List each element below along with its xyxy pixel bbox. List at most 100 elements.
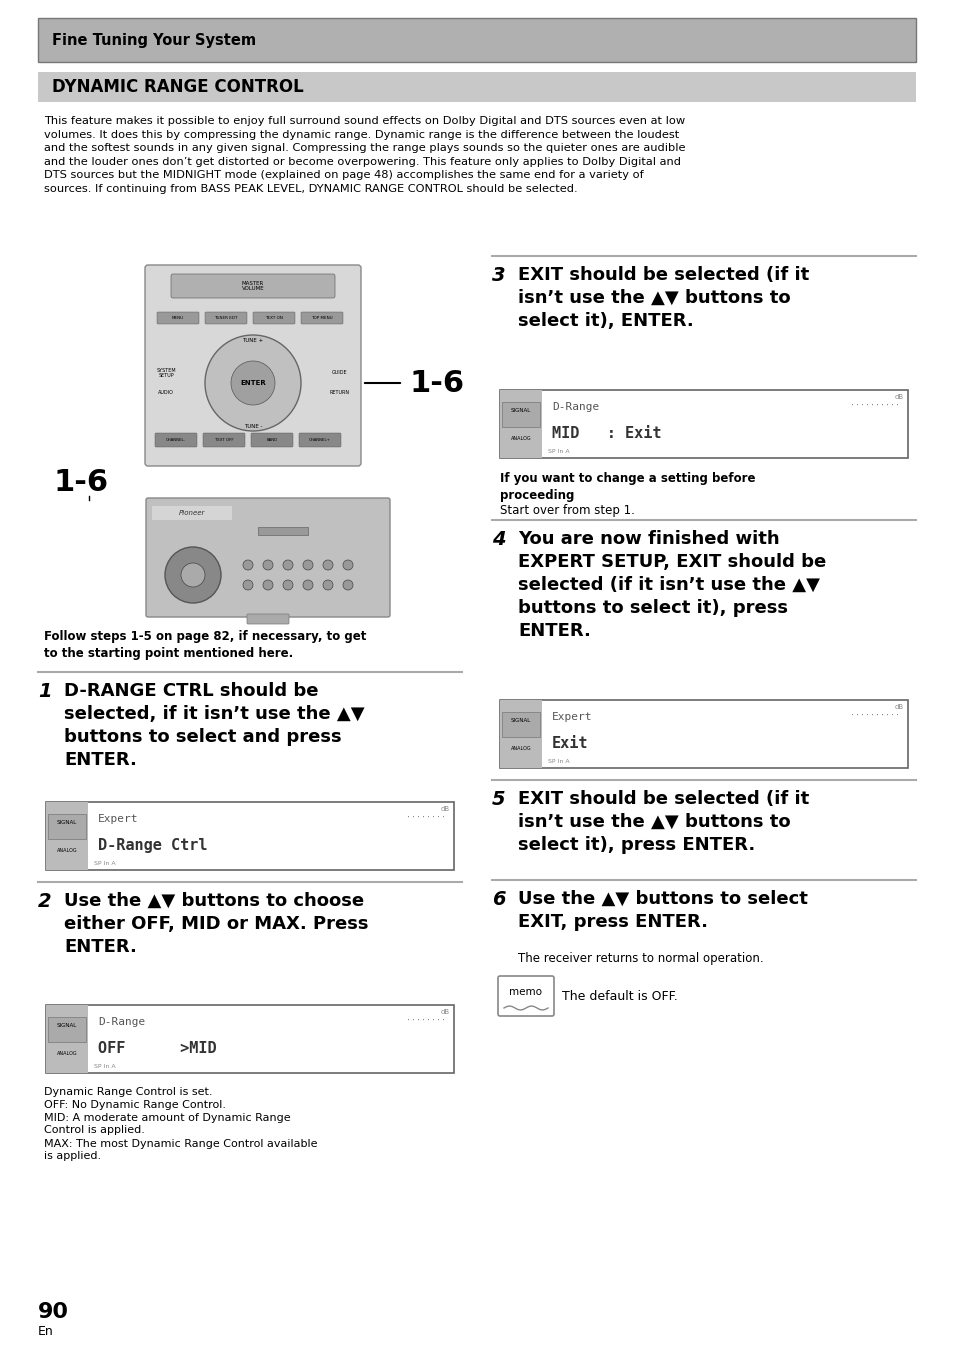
Bar — [38, 18, 915, 62]
Bar — [501, 712, 539, 737]
Text: memo: memo — [509, 987, 542, 998]
FancyBboxPatch shape — [146, 497, 390, 617]
Text: OFF: No Dynamic Range Control.: OFF: No Dynamic Range Control. — [44, 1100, 226, 1109]
Text: RETURN: RETURN — [330, 391, 350, 395]
Circle shape — [303, 580, 313, 590]
Text: TOP MENU: TOP MENU — [311, 315, 333, 319]
Bar — [46, 1006, 454, 1073]
Text: D-Range: D-Range — [552, 402, 598, 412]
Text: Exit: Exit — [552, 736, 588, 751]
FancyBboxPatch shape — [253, 311, 294, 324]
Text: Use the ▲▼ buttons to choose
either OFF, MID or MAX. Press
ENTER.: Use the ▲▼ buttons to choose either OFF,… — [64, 892, 368, 956]
Text: MASTER
VOLUME: MASTER VOLUME — [241, 280, 264, 291]
Text: SP In A: SP In A — [94, 1064, 115, 1069]
Text: 5: 5 — [492, 790, 505, 809]
FancyBboxPatch shape — [497, 976, 554, 1016]
Circle shape — [181, 563, 205, 586]
Circle shape — [303, 559, 313, 570]
Bar — [499, 700, 541, 768]
Text: 6: 6 — [492, 890, 505, 909]
Text: dB: dB — [894, 394, 903, 400]
Text: Pioneer: Pioneer — [178, 510, 205, 516]
Text: 90: 90 — [38, 1302, 69, 1322]
Bar — [152, 506, 232, 520]
Circle shape — [243, 559, 253, 570]
Text: AUDIO: AUDIO — [158, 391, 173, 395]
Circle shape — [165, 547, 221, 603]
Text: En: En — [38, 1325, 53, 1339]
Text: BAND: BAND — [266, 438, 277, 442]
Text: dB: dB — [440, 1010, 450, 1015]
FancyBboxPatch shape — [251, 433, 293, 448]
Circle shape — [283, 580, 293, 590]
Bar — [48, 1016, 86, 1042]
Circle shape — [263, 580, 273, 590]
FancyBboxPatch shape — [298, 433, 340, 448]
Text: TEXT ON: TEXT ON — [265, 315, 283, 319]
FancyBboxPatch shape — [203, 433, 245, 448]
Circle shape — [263, 559, 273, 570]
Text: ANALOG: ANALOG — [510, 747, 531, 751]
Text: SIGNAL: SIGNAL — [511, 408, 531, 412]
Text: CHANNEL-: CHANNEL- — [166, 438, 186, 442]
Circle shape — [343, 559, 353, 570]
Text: SP In A: SP In A — [547, 449, 569, 454]
Text: You are now finished with
EXPERT SETUP, EXIT should be
selected (if it isn’t use: You are now finished with EXPERT SETUP, … — [517, 530, 825, 639]
Text: D-Range Ctrl: D-Range Ctrl — [98, 838, 208, 853]
Text: ··········: ·········· — [849, 402, 899, 411]
Text: ········: ········ — [406, 814, 446, 824]
Text: EXIT should be selected (if it
isn’t use the ▲▼ buttons to
select it), ENTER.: EXIT should be selected (if it isn’t use… — [517, 266, 808, 330]
Text: EXIT should be selected (if it
isn’t use the ▲▼ buttons to
select it), press ENT: EXIT should be selected (if it isn’t use… — [517, 790, 808, 853]
Bar — [46, 802, 454, 869]
Text: If you want to change a setting before
proceeding: If you want to change a setting before p… — [499, 472, 755, 501]
Bar — [501, 402, 539, 427]
Text: ········: ········ — [406, 1016, 446, 1026]
FancyBboxPatch shape — [205, 311, 247, 324]
Circle shape — [283, 559, 293, 570]
Text: MENU: MENU — [172, 315, 184, 319]
Circle shape — [205, 336, 301, 431]
Text: 2: 2 — [38, 892, 51, 911]
Circle shape — [323, 580, 333, 590]
Text: SIGNAL: SIGNAL — [511, 718, 531, 723]
FancyBboxPatch shape — [145, 266, 360, 466]
Text: ANALOG: ANALOG — [56, 848, 77, 853]
Text: Fine Tuning Your System: Fine Tuning Your System — [52, 32, 255, 47]
Text: Dynamic Range Control is set.: Dynamic Range Control is set. — [44, 1086, 213, 1097]
Text: 1-6: 1-6 — [54, 468, 109, 497]
Text: ANALOG: ANALOG — [56, 1051, 77, 1057]
Text: TUNER EDT: TUNER EDT — [214, 315, 237, 319]
Text: D-Range: D-Range — [98, 1016, 145, 1027]
Text: SP In A: SP In A — [94, 861, 115, 865]
Text: 4: 4 — [492, 530, 505, 549]
Bar — [46, 802, 88, 869]
Text: The receiver returns to normal operation.: The receiver returns to normal operation… — [517, 952, 762, 965]
Text: ENTER: ENTER — [240, 380, 266, 386]
Bar — [499, 390, 541, 458]
Bar — [499, 390, 907, 458]
Text: SIGNAL: SIGNAL — [57, 1023, 77, 1029]
Text: TEXT OFF: TEXT OFF — [214, 438, 233, 442]
Bar — [499, 700, 907, 768]
Text: DYNAMIC RANGE CONTROL: DYNAMIC RANGE CONTROL — [52, 78, 303, 96]
Text: dB: dB — [894, 704, 903, 710]
Text: SYSTEM
SETUP: SYSTEM SETUP — [156, 368, 175, 379]
FancyBboxPatch shape — [301, 311, 343, 324]
Text: GUIDE: GUIDE — [332, 371, 348, 376]
Text: TUNE -: TUNE - — [244, 423, 262, 429]
Bar — [48, 814, 86, 840]
Bar — [38, 71, 915, 102]
Circle shape — [231, 361, 274, 404]
Text: MID   : Exit: MID : Exit — [552, 426, 660, 441]
Text: This feature makes it possible to enjoy full surround sound effects on Dolby Dig: This feature makes it possible to enjoy … — [44, 116, 685, 194]
Text: The default is OFF.: The default is OFF. — [561, 989, 677, 1003]
Text: 1-6: 1-6 — [410, 368, 465, 398]
Text: OFF      >MID: OFF >MID — [98, 1041, 216, 1055]
Text: ··········: ·········· — [849, 712, 899, 721]
Text: SIGNAL: SIGNAL — [57, 820, 77, 825]
FancyBboxPatch shape — [154, 433, 196, 448]
Text: Expert: Expert — [98, 814, 138, 824]
Text: ANALOG: ANALOG — [510, 437, 531, 441]
Text: Expert: Expert — [552, 712, 592, 723]
Text: TUNE +: TUNE + — [242, 337, 263, 342]
